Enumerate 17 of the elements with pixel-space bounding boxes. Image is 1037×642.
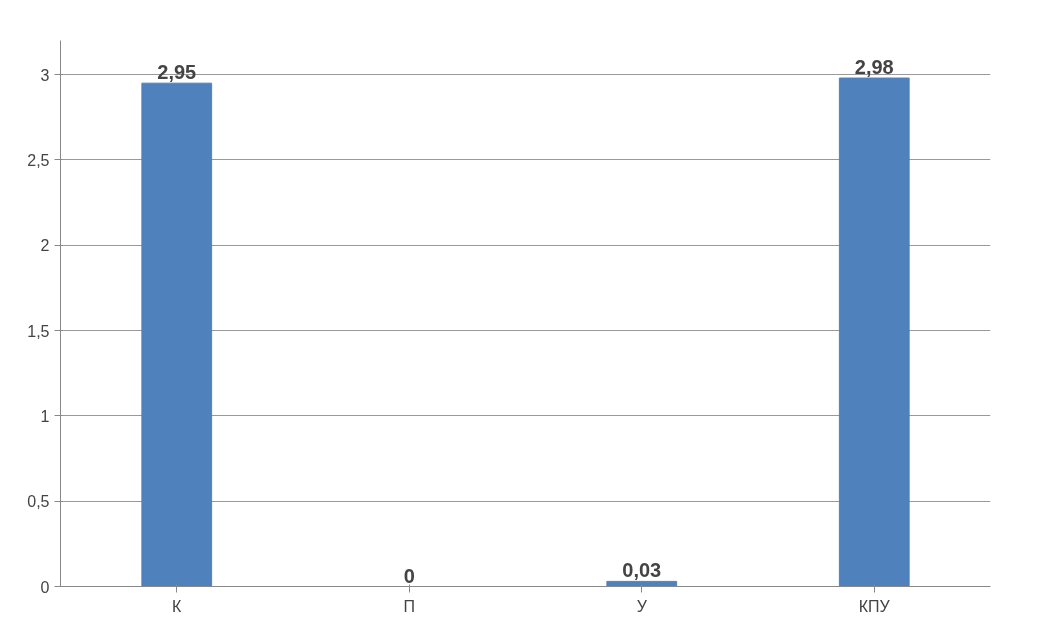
y-tick-label: 2 bbox=[40, 237, 50, 255]
y-tick-label: 0,5 bbox=[27, 493, 50, 511]
data-label: 0 bbox=[403, 564, 415, 587]
x-tick-label: К bbox=[172, 597, 183, 615]
y-tick-label: 3 bbox=[40, 66, 50, 84]
x-tick-label: У bbox=[636, 597, 648, 615]
y-tick-label: 1,5 bbox=[27, 322, 50, 340]
bar bbox=[141, 82, 213, 587]
y-tick-label: 1 bbox=[40, 407, 50, 425]
x-tick-label: КПУ bbox=[858, 597, 891, 615]
x-tick-label: П bbox=[403, 597, 415, 615]
data-label: 2,98 bbox=[854, 56, 894, 79]
y-tick-label: 0 bbox=[40, 578, 50, 596]
bar bbox=[838, 77, 910, 587]
y-tick-label: 2,5 bbox=[27, 151, 50, 169]
data-label: 0,03 bbox=[622, 559, 662, 582]
data-label: 2,95 bbox=[157, 61, 197, 84]
